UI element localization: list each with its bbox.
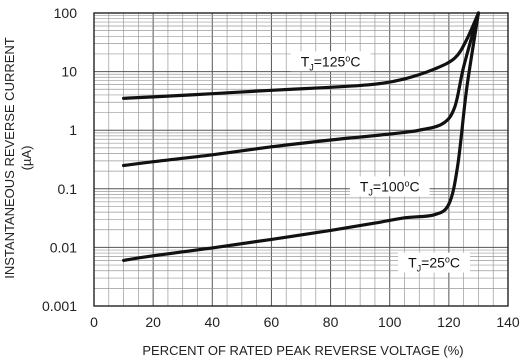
y-axis-unit: (µA) bbox=[19, 146, 34, 171]
x-tick-label: 60 bbox=[264, 314, 280, 330]
series-label-background bbox=[398, 252, 471, 273]
y-tick-label: 100 bbox=[54, 5, 78, 21]
series-labels: TJ=125oC TJ=100oC TJ=25oC bbox=[301, 53, 460, 273]
x-tick-label: 120 bbox=[437, 314, 461, 330]
series-label-0: TJ=125oC bbox=[301, 53, 361, 72]
y-axis-label: INSTANTANEOUS REVERSE CURRENT bbox=[2, 37, 17, 279]
x-tick-label: 20 bbox=[145, 314, 161, 330]
y-tick-label: 0.01 bbox=[50, 239, 77, 255]
x-tick-label: 100 bbox=[378, 314, 402, 330]
plot-frame bbox=[93, 12, 509, 307]
label-backgrounds bbox=[290, 51, 471, 273]
series-label-2: TJ=25oC bbox=[408, 255, 460, 274]
series-label-background bbox=[290, 51, 371, 72]
y-tick-labels: 0.001 0.01 0.1 1 10 100 bbox=[42, 5, 77, 314]
y-tick-label: 1 bbox=[69, 122, 77, 138]
y-tick-label: 0.001 bbox=[42, 298, 77, 314]
series-line-0 bbox=[122, 11, 480, 100]
x-tick-label: 80 bbox=[323, 314, 339, 330]
y-tick-label: 10 bbox=[61, 64, 77, 80]
series-label-1: TJ=100oC bbox=[360, 178, 420, 197]
series-lines bbox=[122, 11, 480, 262]
series-label-background bbox=[349, 176, 430, 197]
x-tick-label: 0 bbox=[90, 314, 98, 330]
series-line-2 bbox=[122, 11, 480, 262]
x-axis-label: PERCENT OF RATED PEAK REVERSE VOLTAGE (%… bbox=[142, 343, 463, 358]
x-tick-label: 40 bbox=[204, 314, 220, 330]
y-tick-label: 0.1 bbox=[58, 181, 78, 197]
x-tick-labels: 0 20 40 60 80 100 120 140 bbox=[90, 314, 520, 330]
x-tick-label: 140 bbox=[496, 314, 520, 330]
series-line-1 bbox=[122, 11, 480, 168]
